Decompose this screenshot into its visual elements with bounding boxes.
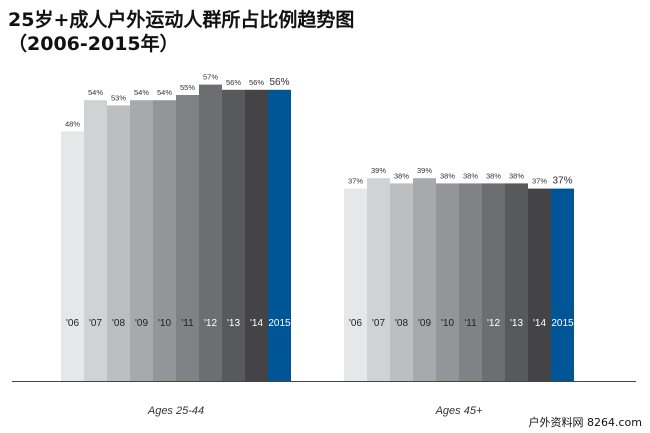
bar-ages-25-44-9 (268, 89, 291, 382)
bar-ages-45-plus-7 (505, 183, 528, 381)
group-label: Ages 45+ (435, 405, 483, 417)
value-label: 55% (180, 83, 195, 92)
bar-ages-25-44-7 (222, 89, 245, 382)
value-label: 54% (157, 88, 172, 97)
value-label: 37% (552, 176, 572, 187)
category-tick-label: '10 (441, 318, 454, 329)
bar-ages-25-44-6 (199, 84, 222, 381)
category-tick-label: 2015 (268, 318, 291, 329)
category-tick-label: '13 (510, 318, 523, 329)
value-label: 38% (486, 171, 501, 180)
chart-subtitle: （2006-2015年） (8, 33, 179, 55)
category-tick-label: '08 (395, 318, 408, 329)
value-label: 39% (417, 166, 432, 175)
bar-ages-25-44-4 (153, 100, 176, 381)
value-label: 38% (463, 171, 478, 180)
value-label: 38% (509, 171, 524, 180)
category-tick-label: '09 (418, 318, 431, 329)
value-label: 39% (371, 166, 386, 175)
category-tick-label: '12 (204, 318, 217, 329)
value-label: 56% (249, 78, 264, 87)
category-tick-label: '11 (181, 318, 194, 329)
chart-title: 25岁+成人户外运动人群所占比例趋势图 (8, 9, 355, 31)
bar-ages-45-plus-4 (436, 183, 459, 381)
category-tick-label: '12 (487, 318, 500, 329)
category-tick-label: '06 (349, 318, 362, 329)
category-tick-label: '14 (250, 318, 263, 329)
category-tick-label: '08 (112, 318, 125, 329)
bar-ages-45-plus-0 (344, 188, 367, 381)
category-tick-label: '07 (89, 318, 102, 329)
category-tick-label: '10 (158, 318, 171, 329)
value-label: 38% (394, 171, 409, 180)
value-label: 37% (532, 177, 547, 186)
value-label: 57% (203, 73, 218, 82)
category-tick-label: '07 (372, 318, 385, 329)
bar-ages-45-plus-6 (482, 183, 505, 381)
bar-ages-25-44-3 (130, 100, 153, 381)
bar-ages-45-plus-9 (551, 188, 574, 381)
value-label: 37% (348, 177, 363, 186)
value-label: 54% (134, 88, 149, 97)
bar-ages-25-44-5 (176, 95, 199, 381)
bar-ages-45-plus-1 (367, 178, 390, 381)
bar-ages-45-plus-3 (413, 178, 436, 381)
category-tick-label: '11 (464, 318, 477, 329)
bar-ages-25-44-8 (245, 89, 268, 382)
bar-ages-25-44-1 (84, 100, 107, 381)
category-tick-label: '14 (533, 318, 546, 329)
bar-ages-25-44-2 (107, 105, 130, 382)
bar-ages-45-plus-8 (528, 188, 551, 381)
bar-ages-25-44-0 (61, 131, 84, 381)
bar-ages-45-plus-2 (390, 183, 413, 381)
category-tick-label: '13 (227, 318, 240, 329)
bar-ages-45-plus-5 (459, 183, 482, 381)
value-label: 56% (226, 78, 241, 87)
category-tick-label: 2015 (551, 318, 574, 329)
category-tick-label: '06 (66, 318, 79, 329)
value-label: 38% (440, 171, 455, 180)
value-label: 56% (269, 77, 289, 88)
value-label: 54% (88, 88, 103, 97)
category-tick-label: '09 (135, 318, 148, 329)
value-label: 53% (111, 93, 126, 102)
value-label: 48% (65, 119, 80, 128)
group-label: Ages 25-44 (147, 405, 204, 417)
watermark: 户外资料网 8264.com (526, 414, 644, 430)
